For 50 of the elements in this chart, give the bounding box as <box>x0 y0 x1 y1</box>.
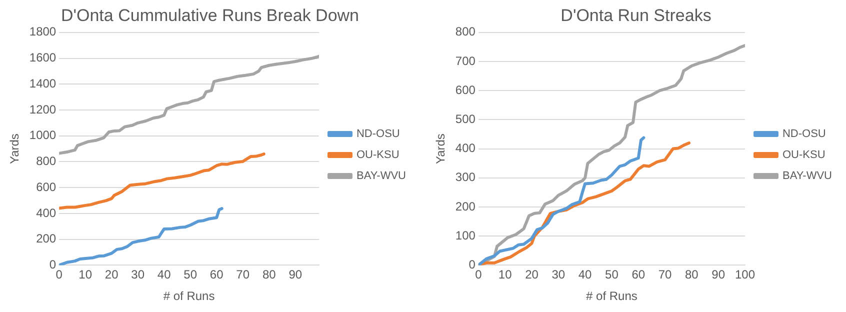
x-tick-label: 40 <box>157 268 172 282</box>
y-tick-label: 200 <box>455 199 476 214</box>
legend-label: ND-OSU <box>356 128 400 140</box>
x-tick-label: 60 <box>210 268 224 282</box>
y-axis-title: Yards <box>434 134 448 164</box>
y-tick-label: 1200 <box>29 102 56 116</box>
y-tick-label: 600 <box>36 180 56 194</box>
x-tick-label: 60 <box>632 268 646 282</box>
x-tick-label: 20 <box>104 268 119 282</box>
y-tick-label: 1000 <box>29 128 56 142</box>
y-tick-label: 1800 <box>29 24 56 39</box>
legend-label: OU-KSU <box>782 149 826 162</box>
x-tick-label: 70 <box>236 268 250 282</box>
x-tick-label: 20 <box>525 268 539 282</box>
x-tick-label: 80 <box>262 268 276 282</box>
y-tick-label: 600 <box>455 82 476 97</box>
chart-title: D'Onta Cummulative Runs Break Down <box>60 6 360 25</box>
x-tick-label: 100 <box>734 268 756 282</box>
legend-label: BAY-WVU <box>782 170 832 182</box>
y-tick-label: 800 <box>455 24 476 39</box>
y-tick-label: 0 <box>49 258 56 272</box>
x-tick-label: 50 <box>605 268 619 282</box>
x-tick-label: 80 <box>684 268 699 282</box>
x-tick-label: 50 <box>184 268 198 282</box>
y-tick-label: 100 <box>455 228 476 242</box>
x-tick-label: 90 <box>712 268 726 282</box>
x-tick-label: 90 <box>288 268 302 282</box>
x-tick-label: 30 <box>552 268 566 282</box>
y-tick-label: 1600 <box>29 50 56 65</box>
y-tick-label: 400 <box>36 206 56 220</box>
chart-title: D'Onta Run Streaks <box>560 6 712 25</box>
legend-label: ND-OSU <box>782 128 826 140</box>
y-tick-label: 1400 <box>29 76 56 90</box>
y-tick-label: 800 <box>36 154 56 168</box>
x-tick-label: 10 <box>498 268 512 282</box>
x-tick-label: 70 <box>658 268 672 282</box>
y-tick-label: 300 <box>455 170 476 184</box>
y-tick-label: 0 <box>468 258 476 272</box>
legend-label: BAY-WVU <box>356 170 406 182</box>
legend-label: OU-KSU <box>356 149 400 162</box>
x-tick-label: 40 <box>578 268 592 282</box>
y-tick-label: 700 <box>455 54 476 68</box>
y-tick-label: 400 <box>455 141 476 156</box>
x-axis-title: # of Runs <box>586 289 638 304</box>
x-tick-label: 10 <box>78 268 92 282</box>
y-axis-title: Yards <box>8 134 22 164</box>
x-axis-title: # of Runs <box>163 289 215 304</box>
x-tick-label: 30 <box>131 268 145 282</box>
y-tick-label: 200 <box>36 232 56 246</box>
y-tick-label: 500 <box>455 112 476 126</box>
